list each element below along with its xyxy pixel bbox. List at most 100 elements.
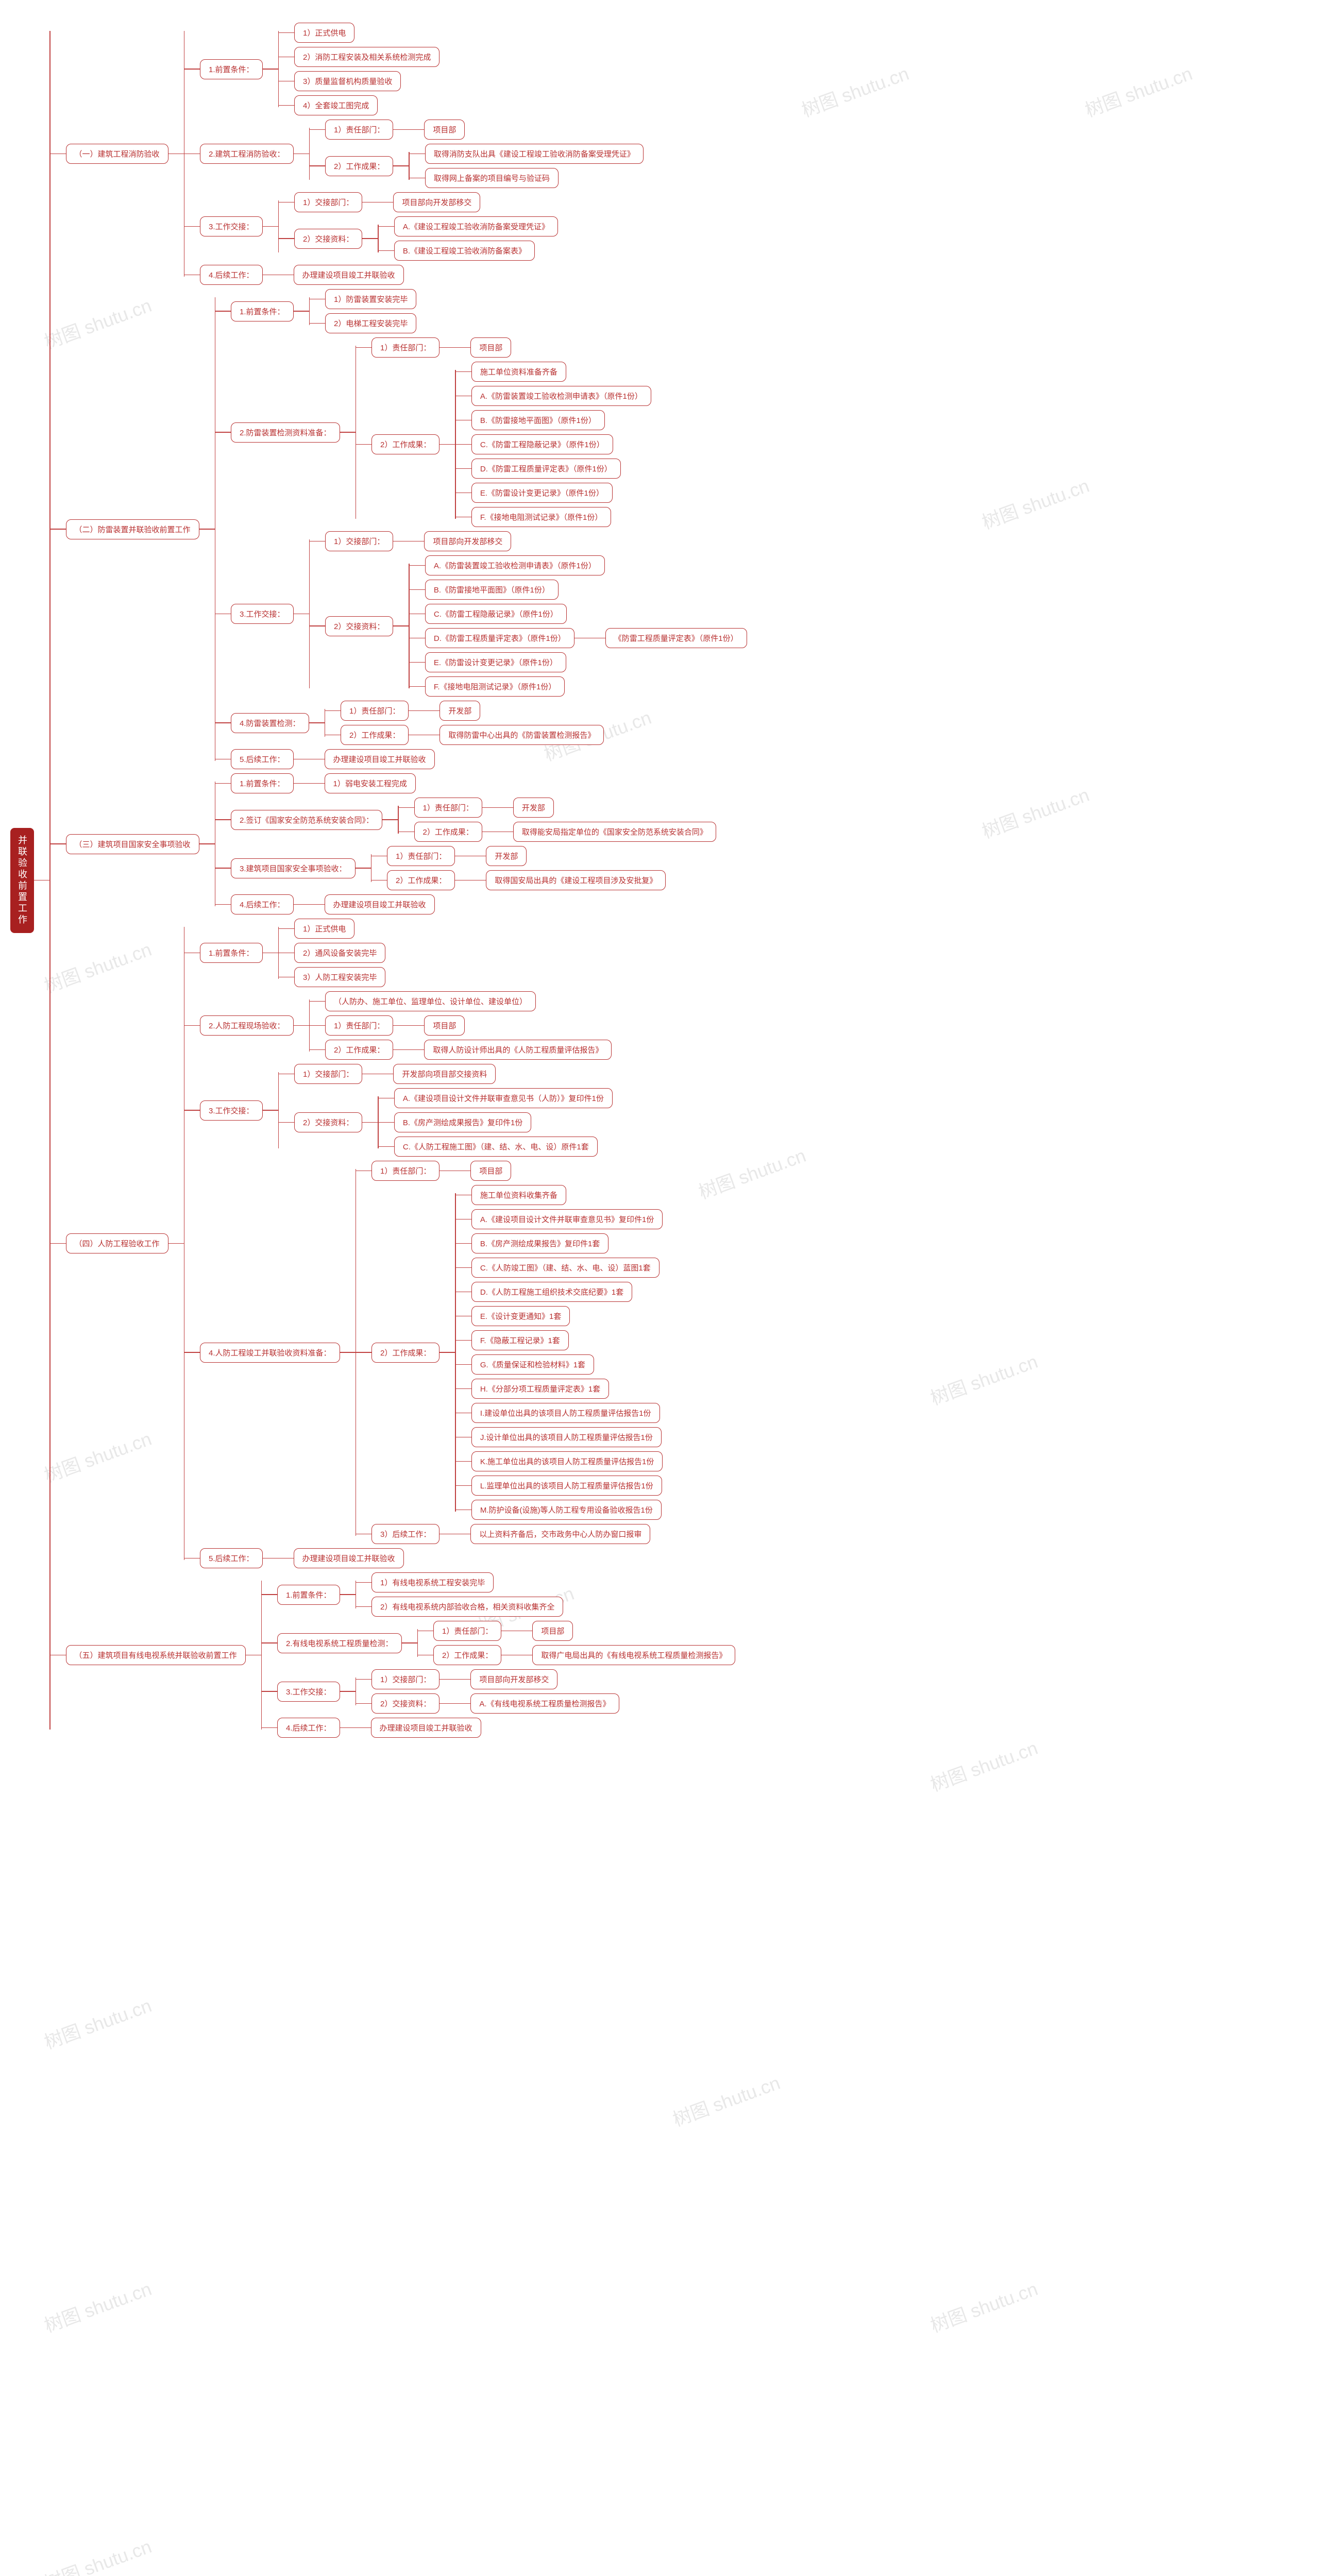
tree-node: 取得网上备案的项目编号与验证码 <box>425 168 559 188</box>
connector <box>410 589 425 590</box>
connector <box>325 710 341 711</box>
connector <box>378 1074 393 1075</box>
connector <box>410 178 425 179</box>
connector <box>215 311 231 312</box>
watermark: 树图 shutu.cn <box>669 2068 784 2131</box>
tree-node: 项目部 <box>470 1161 511 1181</box>
connector <box>356 444 371 445</box>
watermark: 树图 shutu.cn <box>40 2532 155 2576</box>
connector <box>393 165 409 166</box>
connector <box>393 129 409 130</box>
connector <box>50 1655 66 1656</box>
tree-node: 2.签订《国家安全防范系统安装合同》： <box>231 810 382 830</box>
connector <box>294 311 309 312</box>
tree-node: L.监理单位出具的该项目人防工程质量评估报告1份 <box>471 1476 662 1496</box>
connector <box>50 843 66 844</box>
connector <box>409 129 424 130</box>
tree-node: 2）通风设备安装完毕 <box>294 943 385 963</box>
connector <box>456 1364 471 1365</box>
tree-node: 2）消防工程安装及相关系统检测完成 <box>294 47 439 67</box>
connector <box>362 1122 378 1123</box>
connector <box>168 154 184 155</box>
connector <box>379 1098 394 1099</box>
tree-node: C.《防雷工程隐蔽记录》（原件1份） <box>471 434 613 454</box>
connector <box>410 614 425 615</box>
watermark: 树图 shutu.cn <box>40 2274 155 2337</box>
connector <box>184 154 200 155</box>
tree-node: 以上资料齐备后，交市政务中心人防办窗口报审 <box>470 1524 650 1544</box>
connector <box>246 1655 261 1656</box>
tree-node: 项目部 <box>424 1015 465 1036</box>
connector <box>310 1049 325 1050</box>
tree-node: 2）工作成果： <box>341 725 409 745</box>
connector <box>215 432 231 433</box>
tree-node: 2.建筑工程消防验收： <box>200 144 294 164</box>
tree-node: 2）交接资料： <box>325 616 393 636</box>
connector <box>279 57 294 58</box>
connector <box>340 1691 356 1692</box>
tree-node: 1.前置条件： <box>200 59 263 79</box>
connector <box>456 493 471 494</box>
connector <box>439 1679 455 1680</box>
tree-node: 2）有线电视系统内部验收合格，相关资料收集齐全 <box>371 1597 563 1617</box>
connector <box>310 1001 325 1002</box>
connector <box>356 1679 371 1680</box>
connector <box>309 904 325 905</box>
connector <box>215 614 231 615</box>
connector <box>439 444 455 445</box>
connector <box>410 686 425 687</box>
tree-node: 施工单位资料收集齐备 <box>471 1185 566 1205</box>
connector <box>456 1388 471 1389</box>
connector <box>294 904 309 905</box>
connector <box>294 154 309 155</box>
connector <box>168 1243 184 1244</box>
tree-node: 1）正式供电 <box>294 23 354 43</box>
connector <box>356 1582 371 1583</box>
connector <box>410 565 425 566</box>
tree-node: C.《防雷工程隐蔽记录》（原件1份） <box>425 604 567 624</box>
root-node: 并联验收前置工作 <box>10 828 34 933</box>
tree-node: 3.工作交接： <box>200 1100 263 1121</box>
connector <box>310 129 325 130</box>
tree-node: 开发部 <box>439 701 480 721</box>
connector <box>263 953 278 954</box>
tree-node: 1）责任部门： <box>371 1161 439 1181</box>
connector <box>456 420 471 421</box>
connector <box>379 1122 394 1123</box>
connector <box>574 638 590 639</box>
connector <box>309 759 325 760</box>
tree-node: 1）弱电安装工程完成 <box>325 773 416 793</box>
connector <box>184 953 200 954</box>
connector <box>199 529 215 530</box>
connector <box>215 759 231 760</box>
connector <box>263 1558 278 1559</box>
connector <box>215 819 231 820</box>
connector <box>325 735 341 736</box>
connector <box>184 1558 200 1559</box>
tree-node: J.设计单位出具的该项目人防工程质量评估报告1份 <box>471 1427 662 1447</box>
tree-node: 4.后续工作： <box>200 265 263 285</box>
connector <box>455 1679 470 1680</box>
tree-node: B.《建设工程竣工验收消防备案表》 <box>394 241 535 261</box>
connector <box>263 226 278 227</box>
tree-node: M.防护设备(设施)等人防工程专用设备验收报告1份 <box>471 1500 662 1520</box>
connector <box>439 1171 455 1172</box>
connector <box>34 880 49 881</box>
watermark: 树图 shutu.cn <box>926 1733 1041 1797</box>
tree-node: 施工单位资料准备齐备 <box>471 362 566 382</box>
connector <box>50 529 66 530</box>
connector <box>501 1655 517 1656</box>
connector <box>278 275 294 276</box>
connector <box>456 1437 471 1438</box>
connector <box>501 1631 517 1632</box>
tree-node: B.《防雷接地平面图》（原件1份） <box>425 580 559 600</box>
tree-node: （四）人防工程验收工作 <box>66 1233 168 1253</box>
tree-node: G.《质量保证和检验材料》1套 <box>471 1354 594 1375</box>
connector <box>456 1510 471 1511</box>
tree-node: 1）责任部门： <box>371 337 439 358</box>
tree-node: D.《防雷工程质量评定表》（原件1份） <box>471 459 621 479</box>
connector <box>455 1534 470 1535</box>
tree-node: （五）建筑项目有线电视系统并联验收前置工作 <box>66 1645 246 1665</box>
connector <box>310 299 325 300</box>
connector <box>482 807 498 808</box>
